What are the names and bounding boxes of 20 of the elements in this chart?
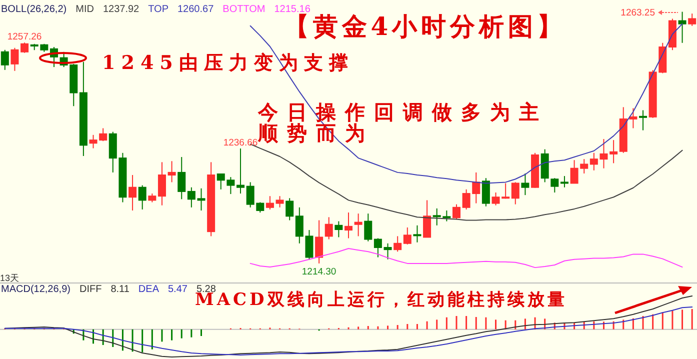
legend-title: BOLL(26,26,2) xyxy=(1,4,67,15)
annotation: 1263.25 xyxy=(620,8,655,18)
text: 8.11 xyxy=(110,284,130,295)
annotation: 今日操作回调做多为主 xyxy=(257,100,548,124)
annotation: 1257.26 xyxy=(7,32,42,43)
text: 5.47 xyxy=(168,284,188,295)
text: TOP xyxy=(148,4,169,15)
annotation: 1245由压力变为支撑 xyxy=(102,52,354,74)
legend-title: MACD(12,26,9) xyxy=(1,284,70,295)
annotation: 1214.30 xyxy=(302,266,336,278)
annotation: 1237.92 xyxy=(102,4,140,15)
annotation: 1260.67 xyxy=(178,4,214,15)
text: BOTTOM xyxy=(222,4,266,15)
text: MID xyxy=(76,4,94,15)
annotation: 1215.16 xyxy=(274,4,311,15)
text: DIFF xyxy=(79,284,102,295)
chart-title: 【黄金4小时分析图】 xyxy=(284,12,566,41)
text: DEA xyxy=(138,284,160,295)
annotation: 1236.66 xyxy=(223,137,258,148)
text: 13天 xyxy=(0,273,20,283)
